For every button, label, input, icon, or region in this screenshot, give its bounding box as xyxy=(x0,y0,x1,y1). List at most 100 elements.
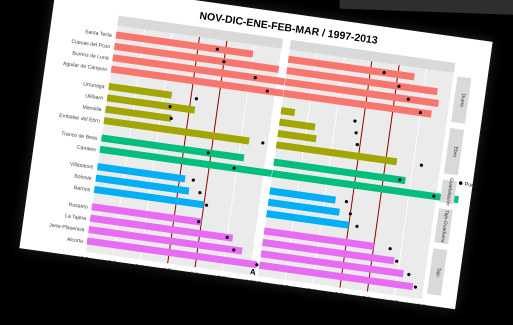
bar xyxy=(113,42,280,73)
station-label: Santa Tecla xyxy=(85,29,113,39)
bar xyxy=(271,170,459,204)
bar xyxy=(282,89,432,118)
bar xyxy=(100,134,245,162)
bar xyxy=(260,250,404,278)
x-tick-label: 0.3 xyxy=(280,284,290,291)
bar xyxy=(112,54,300,88)
station-label: Rosarito xyxy=(68,202,88,211)
data-point xyxy=(355,224,359,228)
data-point xyxy=(168,105,172,109)
station-label: La Tajera xyxy=(65,213,87,222)
x-tick-label: 0.2 xyxy=(252,280,262,287)
bar xyxy=(103,117,250,145)
data-point xyxy=(225,235,229,239)
bar xyxy=(86,237,258,269)
bar xyxy=(278,118,316,131)
data-point xyxy=(344,200,349,204)
bar xyxy=(284,78,439,107)
data-point xyxy=(206,151,210,155)
bar xyxy=(269,187,336,204)
x-tick-label: 0.6 xyxy=(189,272,199,279)
bar xyxy=(89,214,234,242)
chart-sheet: NOV-DIC-ENE-FEB-MAR / 1997-2013 AREA ROC… xyxy=(19,0,493,310)
station-label: Barrios xyxy=(73,185,91,193)
data-point xyxy=(232,166,236,170)
data-point xyxy=(397,84,401,88)
data-point xyxy=(191,178,195,182)
data-point xyxy=(261,141,265,145)
station-label: Tranco de Beas xyxy=(61,131,98,142)
data-point xyxy=(388,247,392,251)
facet-strip xyxy=(451,76,472,124)
station-label: Jerte-Plasencia xyxy=(49,223,85,234)
panel-header xyxy=(117,15,284,49)
bar xyxy=(286,67,438,96)
data-point xyxy=(215,47,219,51)
data-point xyxy=(232,248,236,252)
grid-line xyxy=(421,72,455,300)
station-label: Aguilar de Campoo xyxy=(63,61,108,73)
bar xyxy=(273,158,406,185)
legend-label: Punts xyxy=(464,182,479,190)
bar xyxy=(275,141,398,166)
station-label: Burrios de Luna xyxy=(72,51,109,62)
bar xyxy=(88,226,243,255)
data-point xyxy=(413,285,418,289)
bar xyxy=(95,174,190,195)
facet-label: Tajo xyxy=(434,267,441,277)
data-point xyxy=(382,71,386,75)
x-tick-label: 0.7 xyxy=(389,300,399,307)
facet-label: Ebro xyxy=(451,146,458,158)
facet-label: Guadalquivir xyxy=(444,178,454,207)
x-tick-label: 0.3 xyxy=(107,260,117,267)
data-point xyxy=(253,76,257,80)
data-point xyxy=(419,163,424,167)
data-point xyxy=(432,194,436,198)
bar xyxy=(105,105,172,122)
data-point xyxy=(204,203,209,207)
bar xyxy=(266,210,350,229)
roc-area-chart: NOV-DIC-ENE-FEB-MAR / 1997-2013 AREA ROC… xyxy=(49,10,480,309)
data-point xyxy=(354,131,358,135)
station-label: Canales xyxy=(76,145,96,154)
grid-line xyxy=(394,68,427,296)
data-point xyxy=(198,191,202,195)
bar xyxy=(96,163,186,183)
x-tick-label: 0.5 xyxy=(162,268,172,275)
grid-line xyxy=(249,48,283,275)
station-label: Bolosar xyxy=(74,174,93,182)
x-tick-label: 0.8 xyxy=(417,303,427,309)
station-label: Ullíbarri xyxy=(85,93,104,101)
data-point xyxy=(194,97,198,101)
x-tick-label: 0.2 xyxy=(80,256,90,263)
data-point xyxy=(348,212,352,216)
data-point xyxy=(222,60,226,64)
station-label: Villasauce xyxy=(70,161,94,170)
x-tick-label: 0.7 xyxy=(217,275,227,282)
x-tick-label: 0.4 xyxy=(135,264,145,271)
background-panel xyxy=(339,0,513,16)
bar xyxy=(115,31,254,58)
facet-label: Tajo-Guadiana xyxy=(439,210,449,243)
bar xyxy=(263,227,375,250)
station-label: Alcorta xyxy=(66,237,83,245)
facet-strip xyxy=(439,179,457,205)
facet-strip xyxy=(434,208,453,245)
x-tick-label: 0.6 xyxy=(362,296,372,303)
station-label: Mansilla xyxy=(82,105,102,114)
data-point xyxy=(197,220,201,224)
data-point xyxy=(169,116,173,121)
facet-strip xyxy=(426,248,448,296)
bar xyxy=(267,198,340,216)
panel-header xyxy=(289,39,456,73)
x-tick-label: 0.4 xyxy=(307,288,317,295)
photographed-chart-sheet: NOV-DIC-ENE-FEB-MAR / 1997-2013 AREA ROC… xyxy=(19,0,493,310)
bar xyxy=(262,238,395,265)
bar xyxy=(277,129,317,143)
data-point xyxy=(353,119,357,123)
data-point xyxy=(265,89,269,93)
data-point xyxy=(406,97,410,101)
data-point xyxy=(395,259,399,263)
x-tick-label: 0.5 xyxy=(334,292,344,299)
station-label: Embalse del Ebro xyxy=(59,113,100,125)
